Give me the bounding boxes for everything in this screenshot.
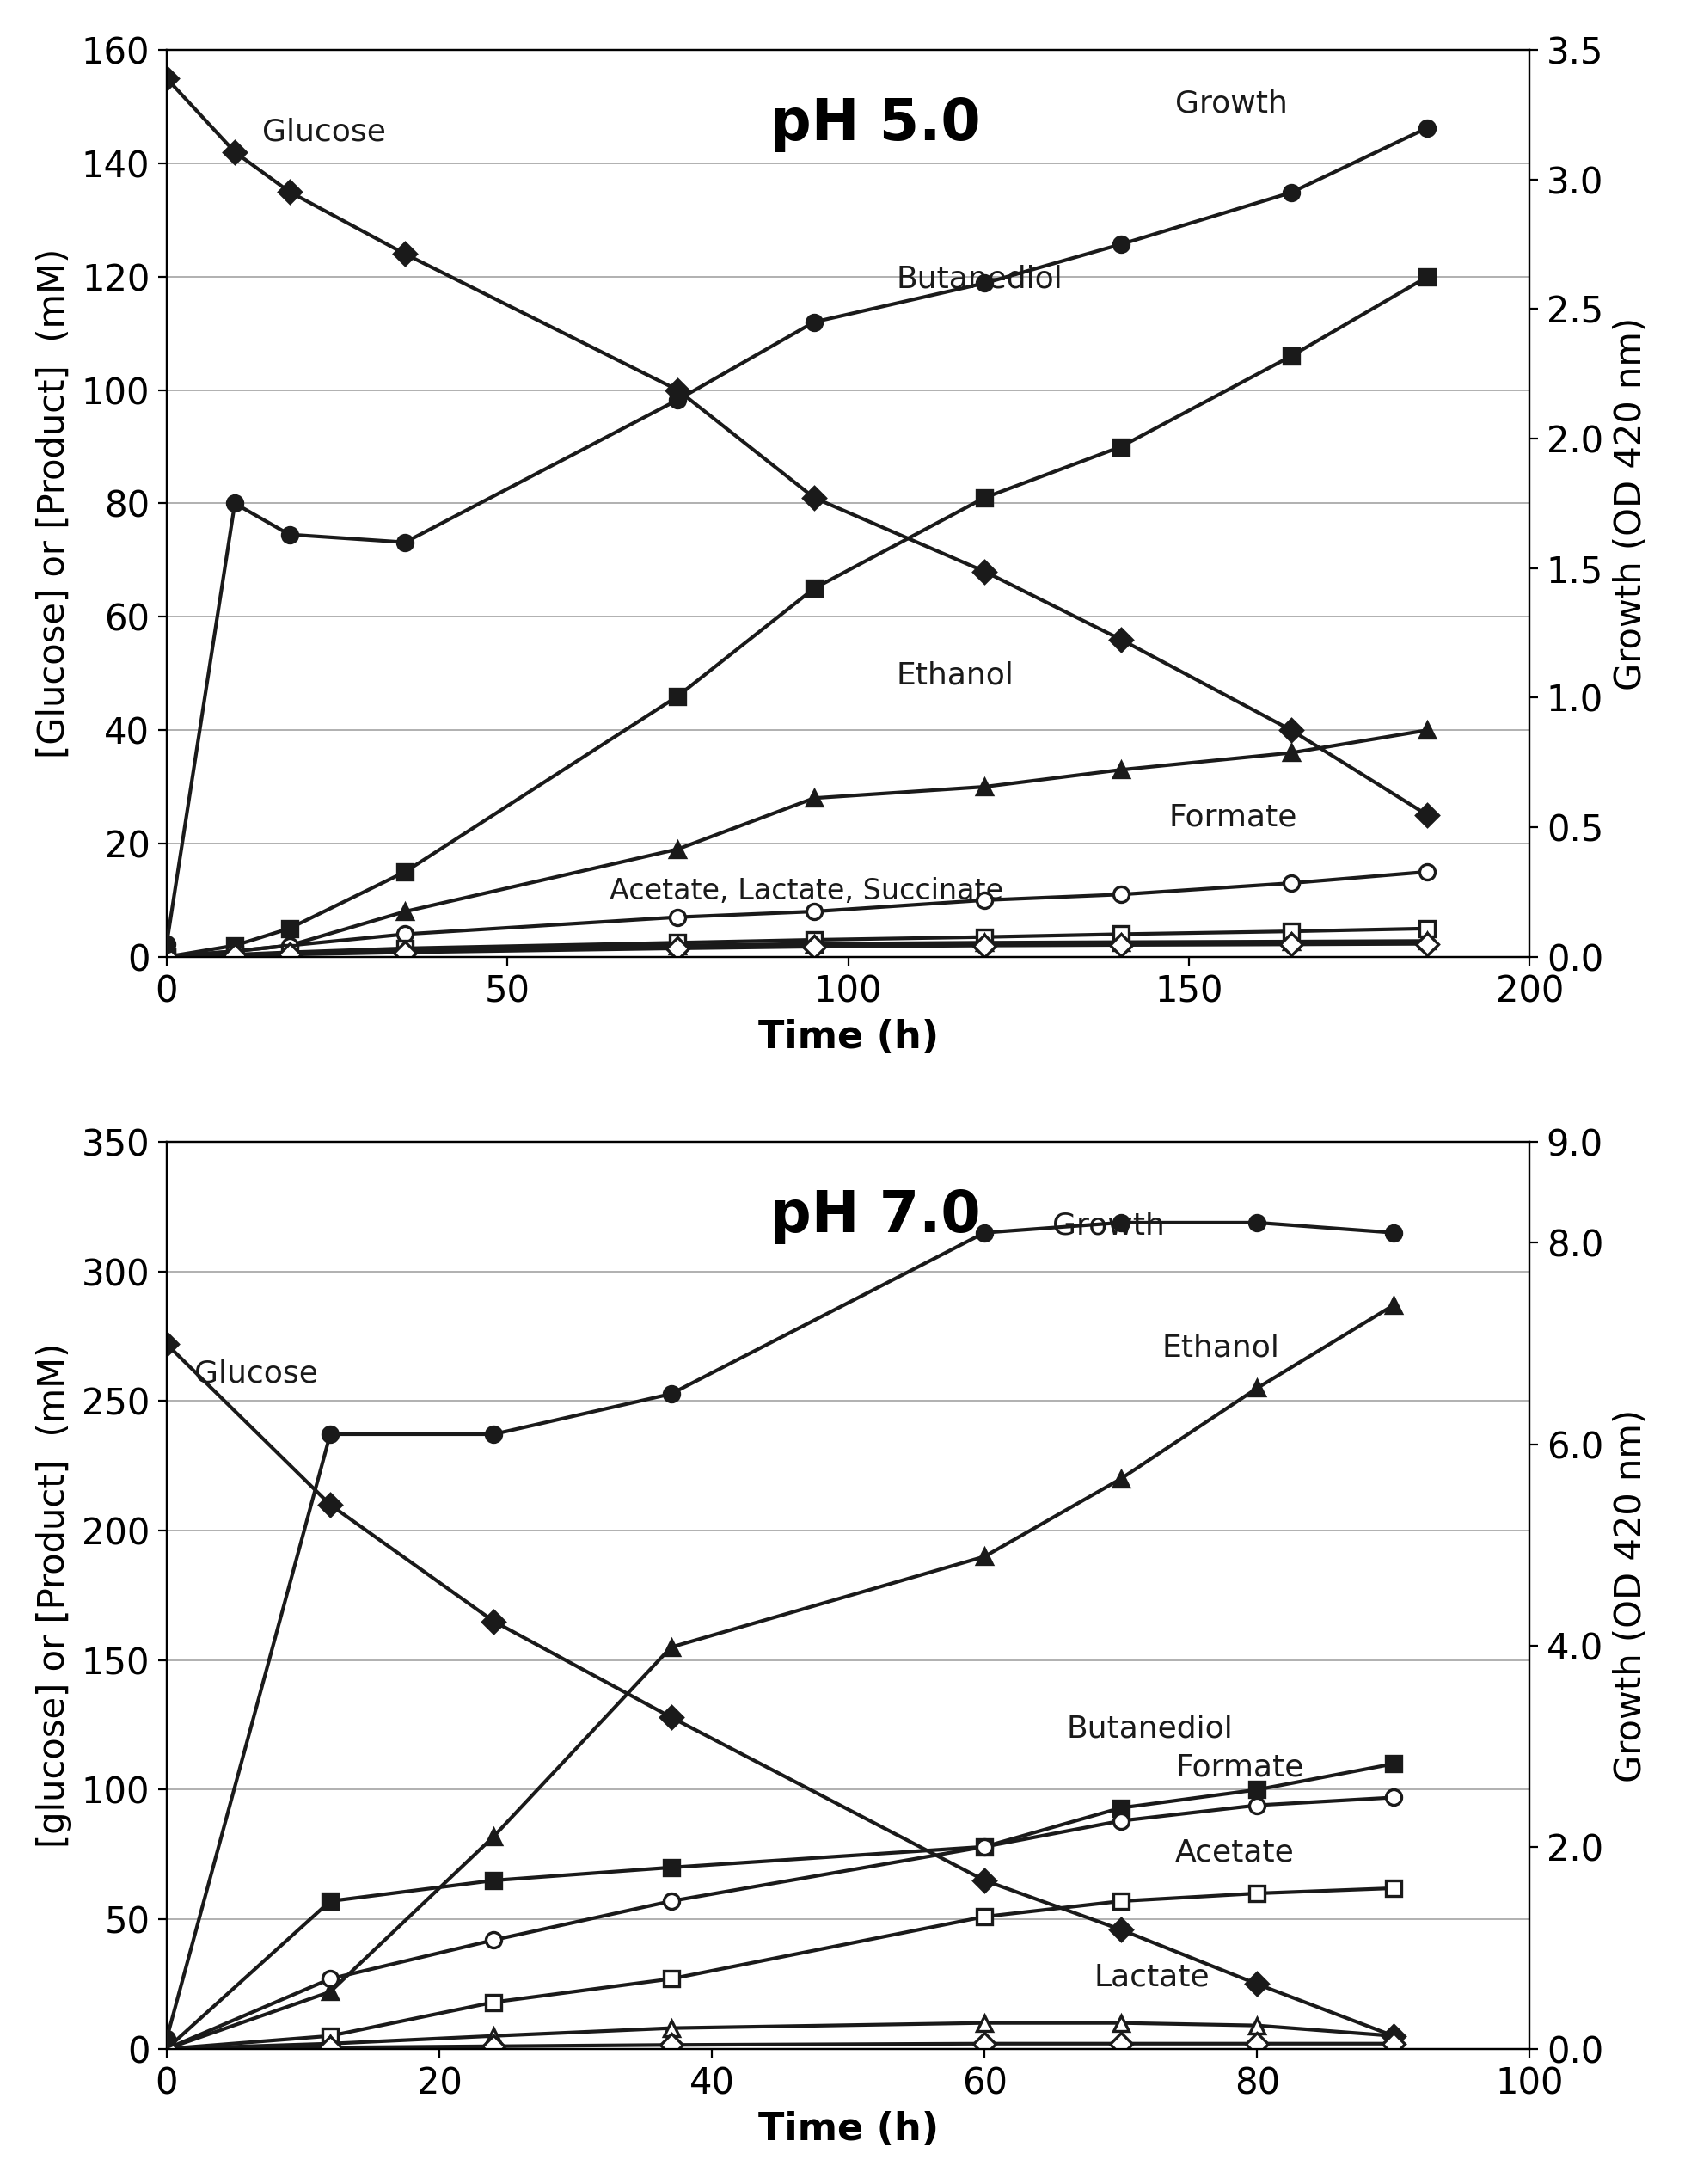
Text: Growth: Growth — [1053, 1212, 1164, 1241]
Text: Acetate: Acetate — [1176, 1839, 1294, 1867]
Text: Growth: Growth — [1176, 90, 1287, 118]
Y-axis label: Growth (OD 420 nm): Growth (OD 420 nm) — [1613, 317, 1650, 690]
Text: pH 5.0: pH 5.0 — [770, 96, 981, 153]
Y-axis label: [glucose] or [Product]  (mM): [glucose] or [Product] (mM) — [35, 1343, 72, 1848]
Text: pH 7.0: pH 7.0 — [770, 1188, 981, 1245]
X-axis label: Time (h): Time (h) — [758, 1020, 939, 1057]
Y-axis label: [Glucose] or [Product]  (mM): [Glucose] or [Product] (mM) — [35, 249, 72, 758]
Text: Glucose: Glucose — [194, 1358, 317, 1389]
Y-axis label: Growth (OD 420 nm): Growth (OD 420 nm) — [1613, 1409, 1650, 1782]
Text: Butanediol: Butanediol — [896, 264, 1063, 293]
Text: Ethanol: Ethanol — [896, 662, 1014, 690]
Text: Formate: Formate — [1168, 804, 1297, 832]
Text: Formate: Formate — [1176, 1754, 1304, 1782]
Text: Butanediol: Butanediol — [1067, 1714, 1233, 1743]
Text: Ethanol: Ethanol — [1161, 1332, 1279, 1363]
Text: Lactate: Lactate — [1094, 1963, 1210, 1992]
Text: Glucose: Glucose — [263, 118, 386, 146]
X-axis label: Time (h): Time (h) — [758, 2112, 939, 2149]
Text: Acetate, Lactate, Succinate: Acetate, Lactate, Succinate — [610, 878, 1003, 906]
